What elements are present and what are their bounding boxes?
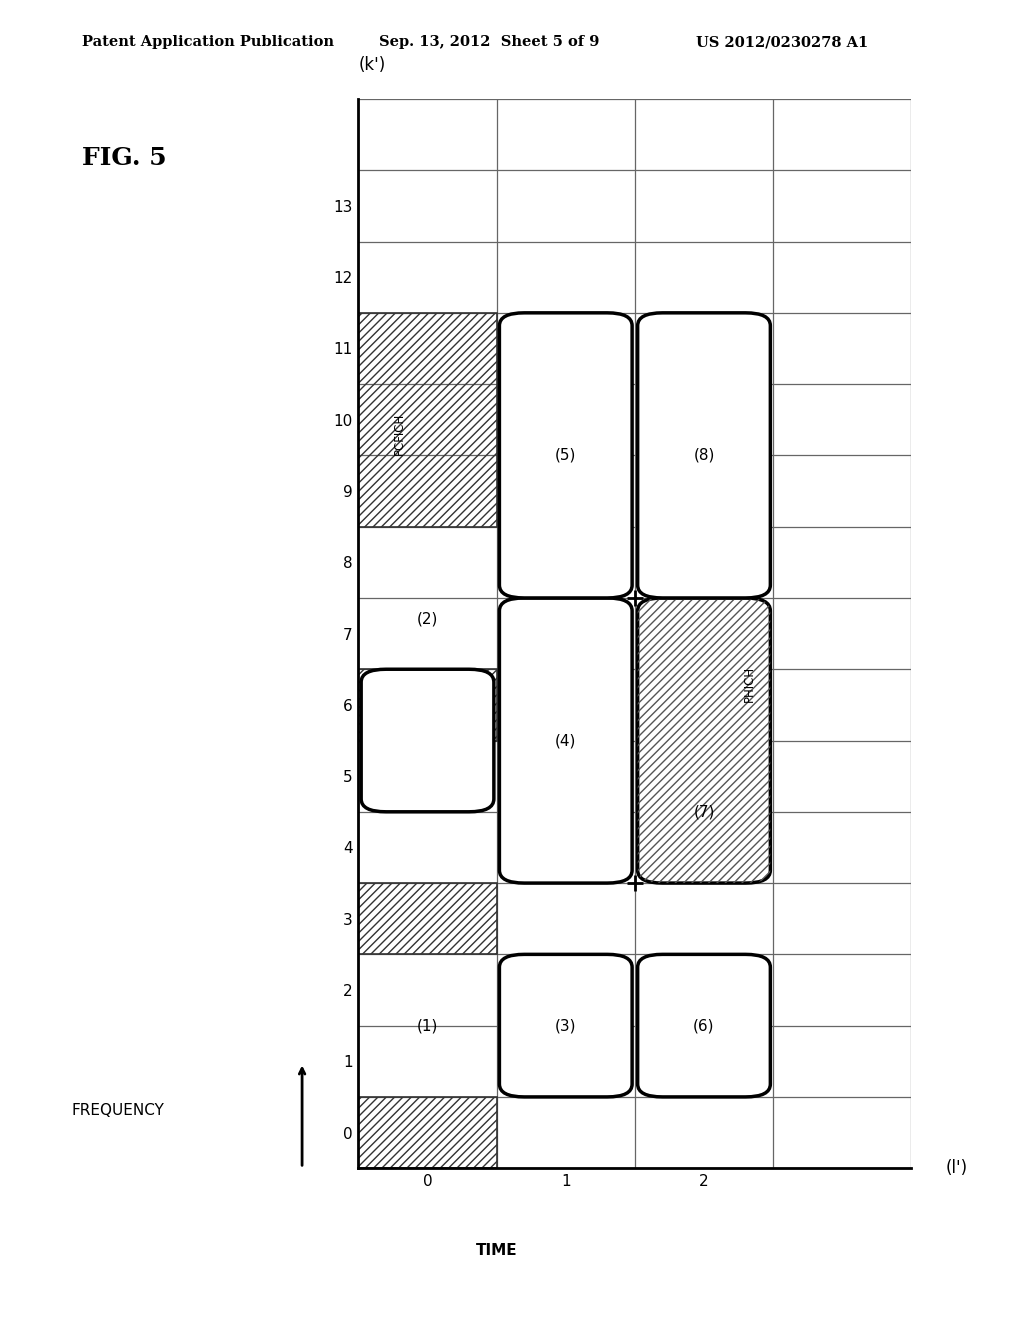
- FancyBboxPatch shape: [361, 669, 494, 812]
- Text: PHICH: PHICH: [743, 665, 756, 701]
- FancyBboxPatch shape: [638, 954, 770, 1097]
- Bar: [358, 313, 497, 527]
- Text: (4): (4): [555, 733, 577, 748]
- Text: Sep. 13, 2012  Sheet 5 of 9: Sep. 13, 2012 Sheet 5 of 9: [379, 36, 599, 49]
- FancyBboxPatch shape: [638, 313, 770, 598]
- Text: TIME: TIME: [476, 1243, 517, 1258]
- Text: (k'): (k'): [358, 55, 386, 74]
- Text: FIG. 5: FIG. 5: [82, 147, 167, 170]
- Text: Patent Application Publication: Patent Application Publication: [82, 36, 334, 49]
- Text: US 2012/0230278 A1: US 2012/0230278 A1: [696, 36, 868, 49]
- Text: (3): (3): [555, 1018, 577, 1034]
- Text: FREQUENCY: FREQUENCY: [72, 1104, 165, 1118]
- Bar: [358, 1097, 497, 1168]
- Text: (2): (2): [417, 612, 438, 627]
- Text: (6): (6): [693, 1018, 715, 1034]
- Text: PCFICH: PCFICH: [393, 413, 407, 455]
- Text: (l'): (l'): [946, 1159, 968, 1177]
- Bar: [358, 883, 497, 954]
- Text: (7): (7): [693, 804, 715, 820]
- FancyBboxPatch shape: [500, 598, 632, 883]
- FancyBboxPatch shape: [638, 598, 770, 883]
- Text: (1): (1): [417, 1018, 438, 1034]
- FancyBboxPatch shape: [500, 954, 632, 1097]
- Bar: [358, 669, 497, 741]
- FancyBboxPatch shape: [500, 313, 632, 598]
- Text: (5): (5): [555, 447, 577, 463]
- Text: (8): (8): [693, 447, 715, 463]
